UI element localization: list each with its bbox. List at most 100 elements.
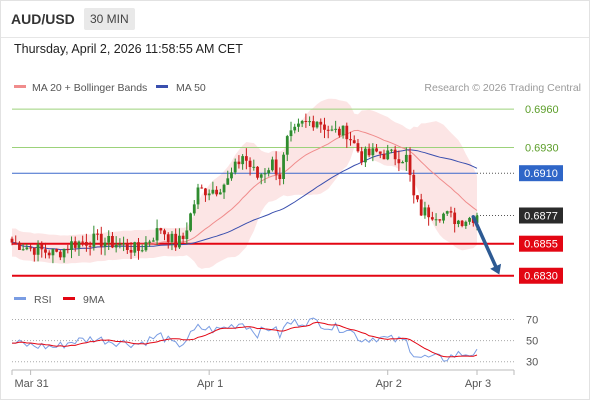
candle-body — [256, 166, 259, 178]
rsi-ma-line — [12, 321, 478, 358]
resistance-label-0.6960: 0.6960 — [525, 104, 559, 116]
resistance-label-0.6930: 0.6930 — [525, 143, 559, 155]
support-badge-0.6830 — [519, 267, 563, 284]
candle-body — [218, 192, 222, 195]
candle-body — [36, 244, 40, 255]
candle-body — [133, 242, 137, 253]
ma50-line — [12, 149, 478, 251]
ma50-legend-label: MA 50 — [176, 82, 206, 94]
candle-body — [438, 219, 442, 221]
rsi-legend-label: RSI — [34, 294, 52, 306]
candle-body — [263, 173, 267, 175]
candle-body — [367, 148, 371, 156]
candle-body — [334, 128, 338, 130]
candle-body — [137, 242, 140, 251]
candle-body — [468, 217, 471, 222]
candle-body — [308, 121, 311, 123]
candle-body — [32, 247, 36, 255]
bollinger-band — [12, 98, 477, 269]
candle-body — [442, 213, 445, 221]
candle-body — [21, 249, 25, 251]
candle-body — [323, 124, 326, 130]
candle-body — [170, 233, 174, 242]
candle-body — [10, 238, 14, 243]
candle-body — [304, 120, 308, 122]
candle-body — [166, 234, 170, 242]
candle-body — [393, 149, 397, 160]
candle-body — [319, 121, 323, 125]
candle-body — [326, 129, 330, 131]
candle-body — [200, 187, 204, 189]
candle-body — [70, 241, 73, 250]
chart-datetime: Thursday, April 2, 2026 11:58:55 AM CET — [14, 42, 243, 56]
pivot-badge-label: 0.6910 — [524, 168, 558, 180]
candle-body — [118, 244, 122, 246]
candle-body — [274, 159, 278, 175]
candle-body — [293, 126, 297, 131]
watermark: Research © 2026 Trading Central — [424, 82, 581, 94]
candle-body — [378, 151, 382, 154]
candle-body — [434, 219, 438, 221]
candle-body — [159, 228, 163, 231]
candle-body — [196, 187, 200, 205]
timeframe-button[interactable]: 30 MIN — [84, 8, 135, 30]
candle-body — [111, 235, 114, 248]
candle-body — [144, 242, 148, 251]
candle-body — [185, 230, 189, 239]
ma9-legend-label: 9MA — [83, 294, 105, 306]
rsi-tick-70: 70 — [526, 314, 538, 326]
candle-body — [230, 172, 233, 179]
candle-body — [289, 130, 293, 137]
candle-body — [416, 195, 419, 200]
candle-body — [62, 248, 66, 258]
symbol-title: AUD/USD — [11, 11, 75, 27]
candle-body — [81, 241, 85, 243]
candle-body — [401, 162, 404, 164]
candle-body — [248, 160, 252, 168]
candle-body — [151, 240, 155, 242]
last-price-badge — [519, 207, 563, 224]
candle-body — [192, 204, 196, 214]
candle-body — [189, 213, 192, 231]
candle-body — [58, 251, 62, 258]
candle-body — [419, 199, 423, 216]
candle-body — [404, 154, 408, 163]
support-label-0.6855: 0.6855 — [524, 239, 558, 251]
candle-body — [29, 247, 32, 249]
candle-body — [453, 212, 457, 225]
candle-body — [337, 128, 341, 136]
candle-body — [408, 154, 412, 175]
candle-body — [397, 159, 401, 164]
candle-body — [464, 221, 468, 226]
candle-body — [215, 189, 218, 195]
candle-body — [460, 220, 464, 226]
candle-body — [181, 235, 185, 239]
candle-body — [267, 170, 271, 174]
candle-body — [66, 248, 70, 250]
candle-body — [311, 121, 315, 128]
candle-body — [73, 241, 77, 248]
candle-body — [178, 235, 181, 248]
candle-body — [103, 242, 107, 247]
candle-body — [259, 174, 263, 178]
candle-body — [345, 125, 349, 140]
candle-body — [315, 121, 319, 128]
candle-body — [412, 174, 416, 196]
candle-body — [77, 241, 81, 248]
candle-body — [341, 125, 345, 136]
ma9-legend-swatch — [63, 297, 75, 300]
candle-body — [390, 149, 393, 151]
candle-body — [155, 228, 159, 241]
candle-body — [449, 211, 453, 213]
candle-body — [356, 143, 360, 152]
candle-body — [233, 161, 237, 173]
forecast-arrow-shaft — [471, 215, 498, 269]
candle-body — [222, 184, 226, 193]
candle-body — [330, 129, 334, 131]
candle-body — [475, 215, 479, 223]
candle-body — [371, 148, 375, 156]
candle-body — [204, 188, 207, 196]
candle-body — [96, 233, 99, 235]
candle-body — [297, 123, 300, 127]
